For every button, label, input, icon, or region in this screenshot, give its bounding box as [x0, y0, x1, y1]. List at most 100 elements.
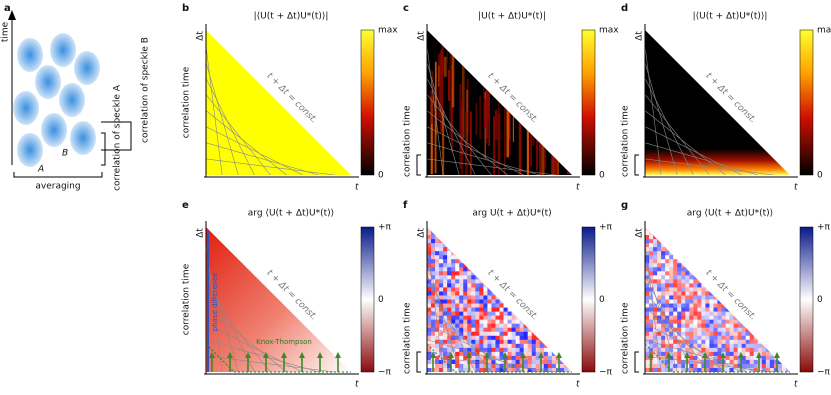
cell [709, 235, 714, 240]
cell [535, 331, 541, 337]
cell [677, 343, 682, 349]
cell [745, 327, 751, 333]
cell [693, 255, 698, 260]
cell [491, 359, 496, 365]
cell [563, 331, 569, 337]
bracket [634, 154, 639, 176]
cell [681, 239, 686, 244]
cell [669, 315, 674, 321]
cell [701, 303, 706, 309]
cell [555, 299, 561, 305]
cell [471, 315, 476, 321]
cell [689, 335, 694, 341]
cell [749, 247, 755, 252]
cell [689, 283, 694, 288]
cell [773, 307, 779, 313]
cell [741, 251, 747, 256]
cell [701, 355, 706, 361]
cell [649, 227, 654, 232]
cell [753, 347, 759, 353]
cell [669, 267, 674, 272]
cell [681, 307, 686, 313]
cell [555, 279, 561, 284]
cell [689, 351, 694, 357]
cell [439, 351, 444, 357]
cell [443, 339, 448, 345]
cell [551, 343, 557, 349]
cell [467, 263, 472, 268]
cell [503, 303, 509, 309]
cell [451, 351, 456, 357]
cell [503, 335, 509, 341]
cell [483, 355, 488, 361]
cell [507, 367, 513, 372]
cell [523, 239, 529, 244]
cell [673, 247, 678, 252]
cell [781, 235, 787, 240]
cell [543, 363, 549, 369]
cell [431, 331, 436, 337]
cell [447, 251, 452, 256]
cell [785, 283, 790, 288]
cell [515, 311, 521, 317]
cell [519, 263, 525, 268]
cell [495, 243, 500, 248]
cell [547, 319, 553, 325]
cell [669, 307, 674, 313]
cell [737, 275, 743, 280]
cell [463, 343, 468, 349]
cell [745, 295, 751, 300]
cell [515, 227, 521, 232]
cell [661, 279, 666, 284]
cell [717, 243, 723, 248]
cell [685, 251, 690, 256]
bracket [101, 121, 132, 151]
cell [737, 315, 743, 321]
cell [677, 267, 682, 272]
cell [459, 239, 464, 244]
cell [773, 335, 779, 341]
cell [773, 295, 779, 300]
kt-arrowhead [648, 352, 654, 358]
cell [451, 335, 456, 341]
cell [455, 251, 460, 256]
isoline [645, 46, 662, 175]
cell [781, 271, 787, 276]
cell [475, 227, 480, 232]
streak [459, 83, 462, 169]
cell [551, 227, 557, 232]
cell [773, 267, 779, 272]
cell [527, 327, 533, 333]
cell [479, 331, 484, 337]
cell [455, 359, 460, 365]
cell [665, 319, 670, 325]
cell [725, 355, 731, 361]
cell [551, 271, 557, 276]
cell [523, 343, 529, 349]
cell [649, 319, 654, 325]
cell [551, 299, 557, 305]
cell [649, 343, 654, 349]
cell [471, 227, 476, 232]
cell [559, 327, 565, 333]
cell [749, 239, 755, 244]
cell [555, 343, 561, 349]
cell [781, 279, 787, 284]
cell [673, 279, 678, 284]
cell [455, 323, 460, 329]
streak [494, 110, 498, 141]
cell [507, 231, 513, 236]
cell [717, 319, 723, 325]
cell [765, 359, 771, 365]
cell [729, 311, 735, 317]
cell [657, 319, 662, 325]
cell [539, 327, 545, 333]
cell [475, 279, 480, 284]
cell [471, 255, 476, 260]
cell [701, 299, 706, 305]
cell [559, 259, 565, 264]
cell [447, 351, 452, 357]
cell [447, 239, 452, 244]
cell [527, 275, 533, 280]
cell [761, 359, 767, 365]
